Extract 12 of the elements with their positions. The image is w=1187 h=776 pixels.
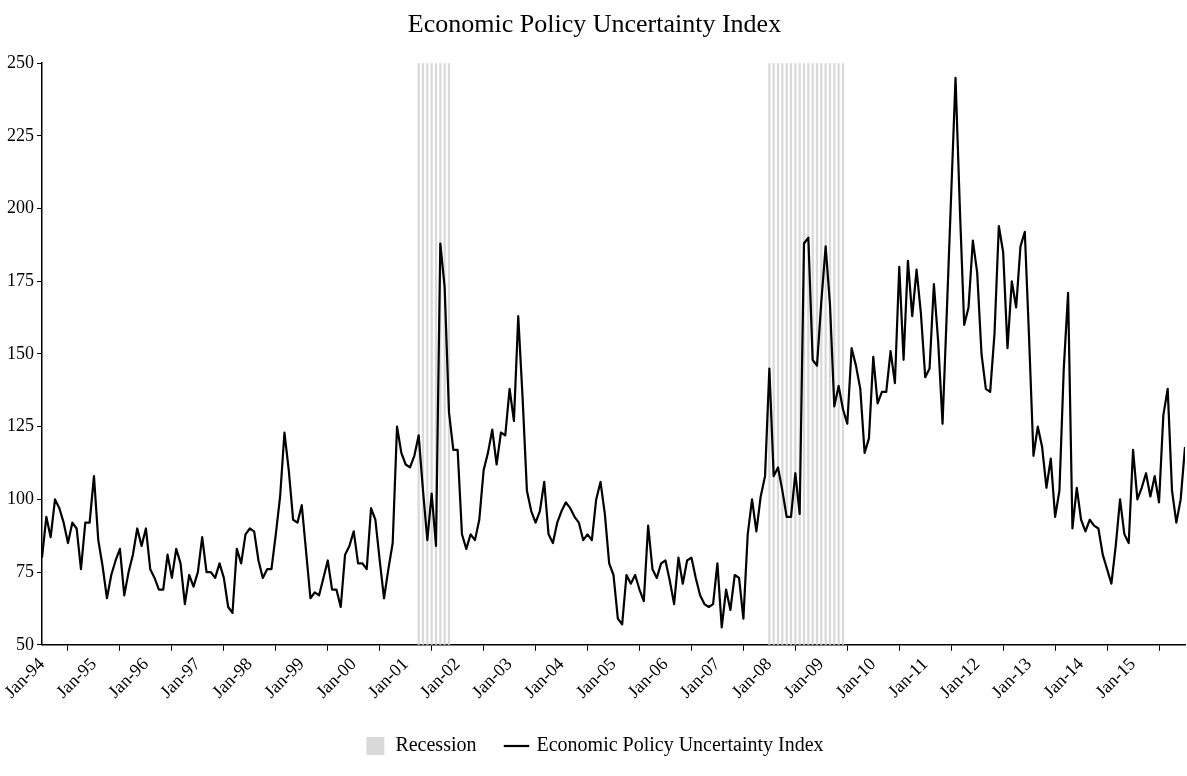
y-tick-label: 200: [7, 197, 34, 218]
y-tick-label: 50: [16, 633, 34, 654]
y-tick-label: 225: [7, 124, 34, 145]
y-tick-label: 75: [16, 560, 34, 581]
y-tick-label: 100: [7, 488, 34, 509]
legend-label: Recession: [395, 733, 477, 756]
legend-label: Economic Policy Uncertainty Index: [536, 733, 824, 757]
y-tick-label: 150: [7, 342, 34, 363]
chart-title: Economic Policy Uncertainty Index: [407, 9, 782, 39]
y-tick-label: 125: [7, 415, 34, 436]
y-tick-label: 175: [7, 270, 34, 291]
y-tick-label: 250: [7, 51, 34, 72]
